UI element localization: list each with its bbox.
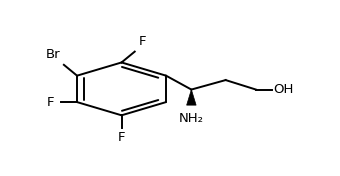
Text: Br: Br (45, 48, 60, 61)
Text: F: F (118, 131, 125, 144)
Text: F: F (47, 96, 55, 109)
Text: NH₂: NH₂ (179, 112, 204, 125)
Text: F: F (139, 34, 146, 48)
Polygon shape (187, 90, 196, 105)
Text: OH: OH (273, 83, 293, 96)
